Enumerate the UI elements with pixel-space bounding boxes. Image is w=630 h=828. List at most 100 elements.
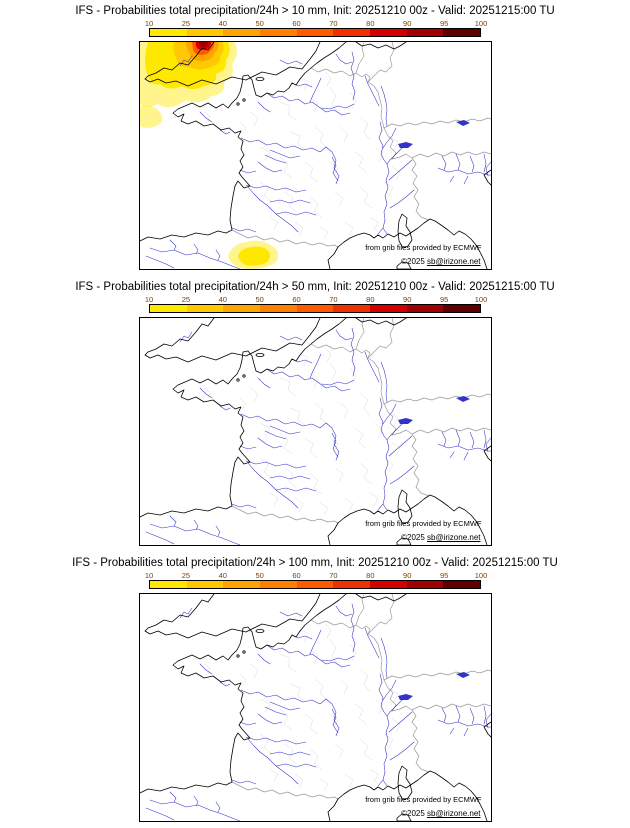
attribution-text: from grib files provided by ECMWF	[365, 795, 482, 804]
colorbar-segment	[370, 29, 407, 36]
country-borders-layer	[231, 42, 491, 248]
colorbar-segment	[370, 581, 407, 588]
colorbar-segment	[186, 581, 224, 588]
rivers-layer	[145, 327, 491, 545]
colorbar-segment	[150, 581, 187, 588]
colorbar-segment	[260, 581, 297, 588]
colorbar-segment	[443, 581, 481, 588]
copyright-prefix: ©2025	[401, 809, 428, 818]
coastline-layer	[139, 594, 491, 821]
colorbar-tick-label: 50	[255, 295, 264, 304]
colorbar-tick-label: 10	[144, 571, 154, 580]
rivers-layer	[145, 51, 491, 269]
colorbar-segment	[333, 29, 371, 36]
copyright-text: ©2025 sb@irizone.net	[401, 809, 480, 818]
department-boundaries-layer	[203, 623, 400, 792]
copyright-prefix: ©2025	[401, 533, 428, 542]
copyright-email-link[interactable]: sb@irizone.net	[427, 533, 481, 542]
attribution-text: from grib files provided by ECMWF	[365, 519, 482, 528]
attribution-text: from grib files provided by ECMWF	[365, 243, 482, 252]
colorbar-tick-label: 40	[218, 19, 227, 28]
colorbar-tick-label: 50	[255, 571, 264, 580]
precip-map	[139, 42, 491, 269]
colorbar-scale	[149, 28, 481, 37]
colorbar-tick-label: 100	[474, 19, 488, 28]
colorbar-segment	[296, 581, 334, 588]
colorbar-segment	[406, 305, 444, 312]
panel-title: IFS - Probabilities total precipitation/…	[72, 557, 558, 569]
copyright-email-link[interactable]: sb@irizone.net	[427, 809, 481, 818]
colorbar-segment	[223, 305, 261, 312]
copyright-text: ©2025 sb@irizone.net	[401, 257, 480, 266]
colorbar-tick-label: 40	[218, 571, 227, 580]
colorbar-segment	[296, 305, 334, 312]
colorbar-tick-label: 95	[439, 19, 449, 28]
colorbar-tick-label: 70	[329, 571, 338, 580]
colorbar-segment	[333, 581, 371, 588]
colorbar: 10 25 40 50 60 70 80 90 95 100	[145, 18, 487, 37]
colorbar-tick-label: 95	[439, 571, 449, 580]
colorbar-tick-label: 60	[292, 19, 301, 28]
colorbar-tick-label: 90	[403, 295, 412, 304]
colorbar-tick-label: 80	[366, 295, 375, 304]
country-borders-layer	[231, 594, 491, 800]
country-borders-layer	[231, 318, 491, 524]
coastline-layer	[139, 318, 491, 545]
colorbar-tick-label: 40	[218, 295, 227, 304]
department-boundaries-layer	[203, 347, 400, 516]
rivers-layer	[145, 603, 491, 821]
colorbar-tick-label: 80	[366, 19, 375, 28]
colorbar-tick-label: 80	[366, 571, 375, 580]
map-box: from grib files provided by ECMWF ©2025 …	[138, 41, 492, 270]
colorbar-tick-label: 25	[181, 571, 191, 580]
colorbar-tick-label: 10	[144, 19, 154, 28]
colorbar-tick-label: 70	[329, 19, 338, 28]
precip-map	[139, 594, 491, 821]
copyright-text: ©2025 sb@irizone.net	[401, 533, 480, 542]
france-map	[139, 318, 491, 545]
colorbar-segment	[443, 305, 481, 312]
france-map	[139, 42, 491, 269]
colorbar-segment	[260, 29, 297, 36]
colorbar-tick-label: 70	[329, 295, 338, 304]
colorbar-tick-label: 10	[144, 295, 154, 304]
colorbar-segment	[150, 305, 187, 312]
colorbar-segment	[186, 305, 224, 312]
map-box: from grib files provided by ECMWF ©2025 …	[138, 317, 492, 546]
colorbar-tick-label: 60	[292, 571, 301, 580]
colorbar-segment	[333, 305, 371, 312]
colorbar-tick-label: 95	[439, 295, 449, 304]
panel-title: IFS - Probabilities total precipitation/…	[75, 5, 555, 17]
colorbar-tick-label: 25	[181, 19, 191, 28]
france-map	[139, 594, 491, 821]
colorbar-tick-label: 100	[474, 295, 488, 304]
copyright-email-link[interactable]: sb@irizone.net	[427, 257, 481, 266]
copyright-prefix: ©2025	[401, 257, 428, 266]
colorbar-tick-label: 90	[403, 19, 412, 28]
panel-precip-100mm: IFS - Probabilities total precipitation/…	[0, 552, 630, 828]
colorbar-segment	[186, 29, 224, 36]
colorbar-segment	[406, 29, 444, 36]
colorbar-tick-row: 10 25 40 50 60 70 80 90 95 100	[145, 570, 487, 580]
colorbar-segment	[370, 305, 407, 312]
colorbar: 10 25 40 50 60 70 80 90 95 100	[145, 570, 487, 589]
precip-map	[139, 318, 491, 545]
colorbar-scale	[149, 304, 481, 313]
colorbar-tick-row: 10 25 40 50 60 70 80 90 95 100	[145, 18, 487, 28]
precip-overlay	[139, 42, 278, 269]
colorbar-scale	[149, 580, 481, 589]
colorbar-tick-row: 10 25 40 50 60 70 80 90 95 100	[145, 294, 487, 304]
colorbar-tick-label: 50	[255, 19, 264, 28]
colorbar-tick-label: 60	[292, 295, 301, 304]
colorbar-tick-label: 100	[474, 571, 488, 580]
colorbar-tick-label: 90	[403, 571, 412, 580]
department-boundaries-layer	[203, 71, 400, 240]
colorbar: 10 25 40 50 60 70 80 90 95 100	[145, 294, 487, 313]
panel-precip-10mm: IFS - Probabilities total precipitation/…	[0, 0, 630, 276]
colorbar-segment	[443, 29, 481, 36]
colorbar-tick-label: 25	[181, 295, 191, 304]
coastline-layer	[139, 42, 491, 269]
panel-precip-50mm: IFS - Probabilities total precipitation/…	[0, 276, 630, 552]
colorbar-segment	[150, 29, 187, 36]
